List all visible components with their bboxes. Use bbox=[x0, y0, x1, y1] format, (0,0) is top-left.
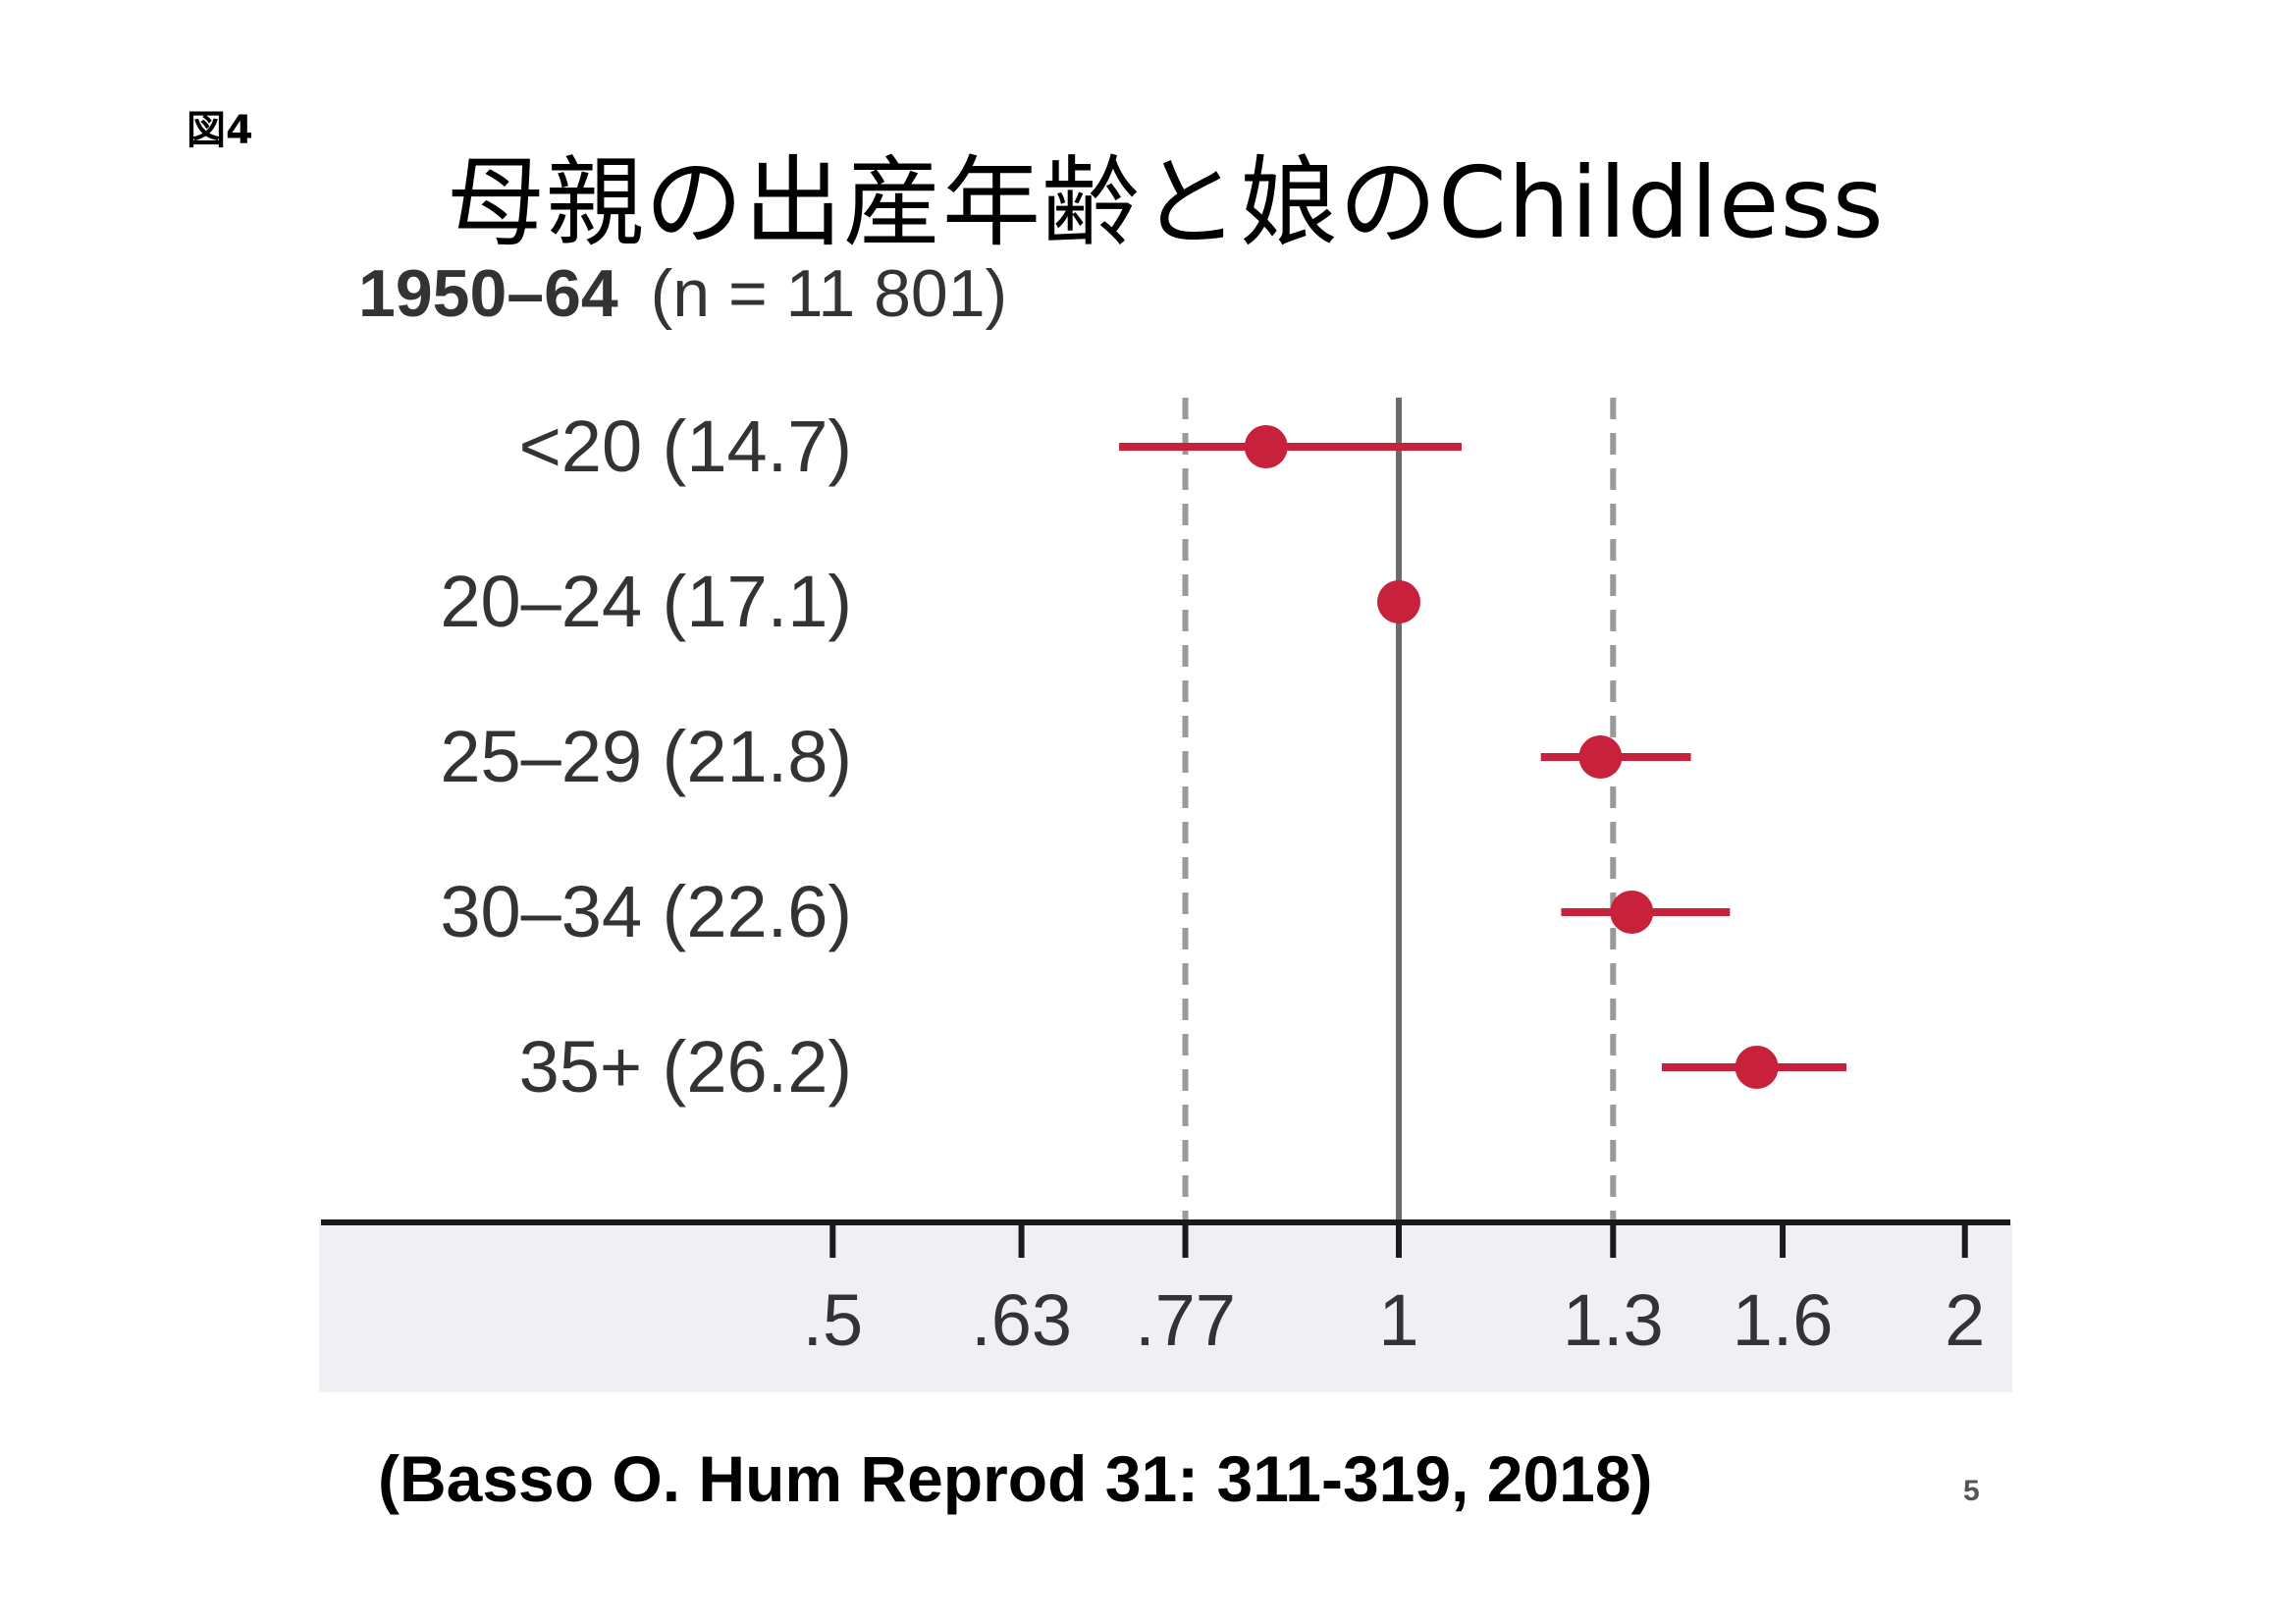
x-tick-label: .77 bbox=[1135, 1279, 1236, 1361]
x-tick-label: 2 bbox=[1945, 1279, 1985, 1361]
x-axis-ticks: .5 .63 .77 1 1.3 1.6 2 bbox=[802, 1222, 1985, 1361]
slide-title: 母親の出産年齢と娘のChildless bbox=[447, 145, 1885, 260]
group-heading-count: (n = 11 801) bbox=[651, 256, 1008, 331]
row-label: 25–29 (21.8) bbox=[440, 716, 852, 797]
dashed-lines bbox=[1182, 398, 1617, 1222]
point-estimate bbox=[1610, 891, 1654, 934]
x-tick-label: 1 bbox=[1378, 1279, 1418, 1361]
row-label: 35+ (26.2) bbox=[519, 1026, 852, 1108]
plot-background bbox=[319, 255, 2012, 1222]
point-estimate bbox=[1578, 735, 1623, 779]
row-label: 30–34 (22.6) bbox=[440, 871, 852, 952]
group-heading: 1950–64 (n = 11 801) bbox=[358, 256, 1007, 331]
citation: (Basso O. Hum Reprod 31: 311-319, 2018) bbox=[378, 1442, 1653, 1515]
figure-label: 図4 bbox=[187, 108, 253, 153]
group-heading-years: 1950–64 bbox=[358, 256, 618, 331]
point-estimate bbox=[1244, 425, 1288, 468]
point-estimate bbox=[1735, 1046, 1779, 1089]
point-estimate bbox=[1377, 580, 1420, 623]
page-number: 5 bbox=[1963, 1475, 1980, 1507]
row-label: 20–24 (17.1) bbox=[440, 561, 852, 642]
axis-band bbox=[319, 1222, 2012, 1392]
forest-rows: <20 (14.7) 20–24 (17.1) 25–29 (21.8) 30–34 … bbox=[440, 406, 1847, 1108]
x-tick-label: .5 bbox=[802, 1279, 863, 1361]
row-label: <20 (14.7) bbox=[519, 406, 852, 487]
x-tick-label: 1.6 bbox=[1733, 1279, 1834, 1361]
x-tick-label: 1.3 bbox=[1563, 1279, 1664, 1361]
x-tick-label: .63 bbox=[971, 1279, 1072, 1361]
